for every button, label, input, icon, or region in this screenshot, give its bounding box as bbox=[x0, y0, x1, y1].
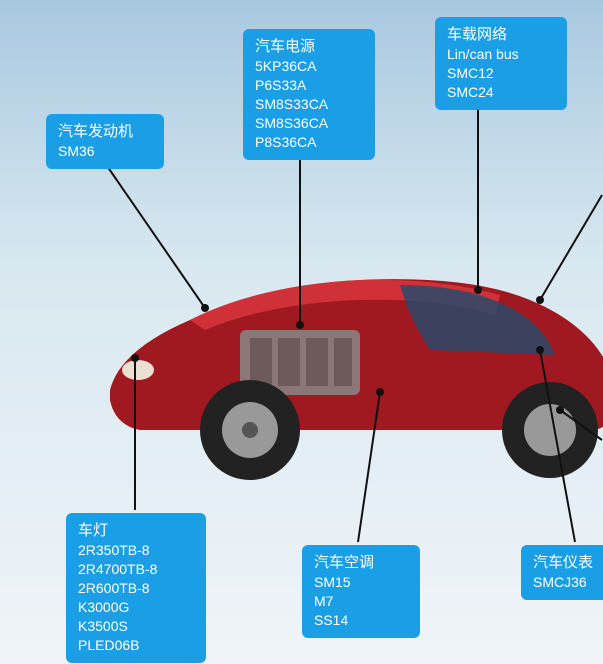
callout-item: M7 bbox=[314, 592, 408, 611]
callout-item: 2R600TB-8 bbox=[78, 579, 194, 598]
callout-title: 汽车电源 bbox=[255, 37, 363, 57]
callout-item: P8S36CA bbox=[255, 133, 363, 152]
callout-item: 2R350TB-8 bbox=[78, 541, 194, 560]
car-svg bbox=[100, 230, 603, 490]
car-illustration bbox=[100, 230, 603, 490]
callout-item: PLED06B bbox=[78, 636, 194, 655]
callout-title: 车灯 bbox=[78, 521, 194, 541]
callout-power: 汽车电源5KP36CAP6S33ASM8S33CASM8S36CAP8S36CA bbox=[243, 29, 375, 160]
callout-title: 汽车仪表 bbox=[533, 553, 603, 573]
callout-network: 车载网络Lin/can busSMC12SMC24 bbox=[435, 17, 567, 110]
callout-item: 2R4700TB-8 bbox=[78, 560, 194, 579]
headlight bbox=[122, 360, 154, 380]
callout-title: 汽车发动机 bbox=[58, 122, 152, 142]
callout-item: SMC24 bbox=[447, 83, 555, 102]
callout-item: SM8S33CA bbox=[255, 95, 363, 114]
callout-item: SMC12 bbox=[447, 64, 555, 83]
callout-title: 车载网络 bbox=[447, 25, 555, 45]
callout-item: SM8S36CA bbox=[255, 114, 363, 133]
callout-item: P6S33A bbox=[255, 76, 363, 95]
callout-item: K3000G bbox=[78, 598, 194, 617]
callout-engine: 汽车发动机SM36 bbox=[46, 114, 164, 169]
callout-item: SMCJ36 bbox=[533, 573, 603, 592]
callout-ac: 汽车空调SM15M7SS14 bbox=[302, 545, 420, 638]
callout-item: K3500S bbox=[78, 617, 194, 636]
callout-lights: 车灯2R350TB-82R4700TB-82R600TB-8K3000GK350… bbox=[66, 513, 206, 663]
callout-item: 5KP36CA bbox=[255, 57, 363, 76]
callout-item: SM36 bbox=[58, 142, 152, 161]
callout-item: Lin/can bus bbox=[447, 45, 555, 64]
callout-item: SM15 bbox=[314, 573, 408, 592]
callout-item: SS14 bbox=[314, 611, 408, 630]
callout-instrument: 汽车仪表SMCJ36 bbox=[521, 545, 603, 600]
rear-rim bbox=[524, 404, 576, 456]
callout-title: 汽车空调 bbox=[314, 553, 408, 573]
